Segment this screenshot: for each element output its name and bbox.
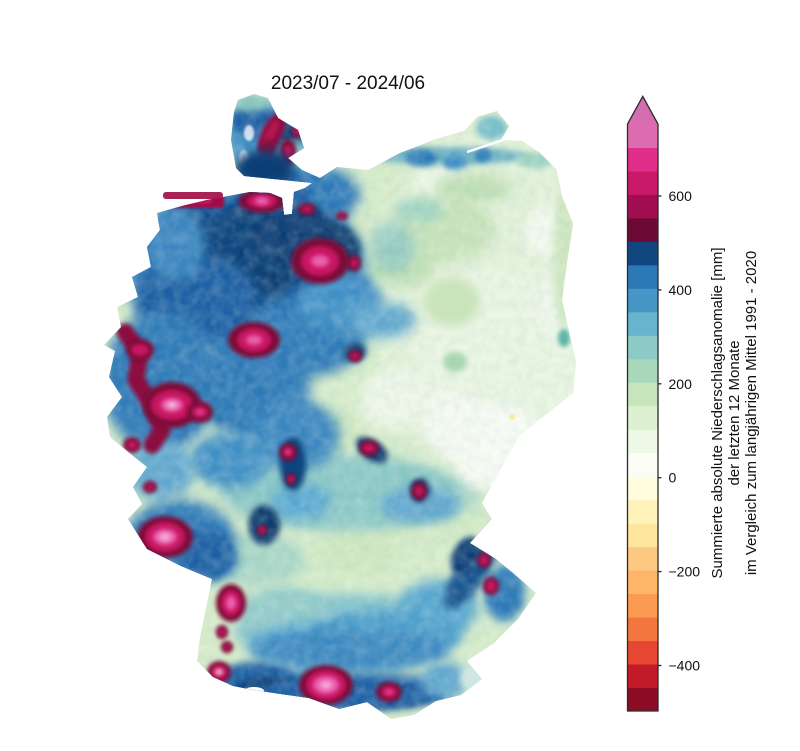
svg-text:0: 0 <box>669 470 677 486</box>
svg-text:−200: −200 <box>669 564 701 580</box>
svg-text:400: 400 <box>669 282 693 298</box>
svg-text:−400: −400 <box>669 658 701 674</box>
svg-text:im Vergleich zum langjährigen: im Vergleich zum langjährigen Mittel 199… <box>743 251 760 575</box>
svg-text:Summierte absolute Niederschla: Summierte absolute Niederschlagsanomalie… <box>709 248 726 579</box>
svg-text:der letzten 12 Monate: der letzten 12 Monate <box>726 340 743 485</box>
svg-text:600: 600 <box>669 188 693 204</box>
svg-text:200: 200 <box>669 376 693 392</box>
svg-text:2023/07 - 2024/06: 2023/07 - 2024/06 <box>271 73 425 94</box>
